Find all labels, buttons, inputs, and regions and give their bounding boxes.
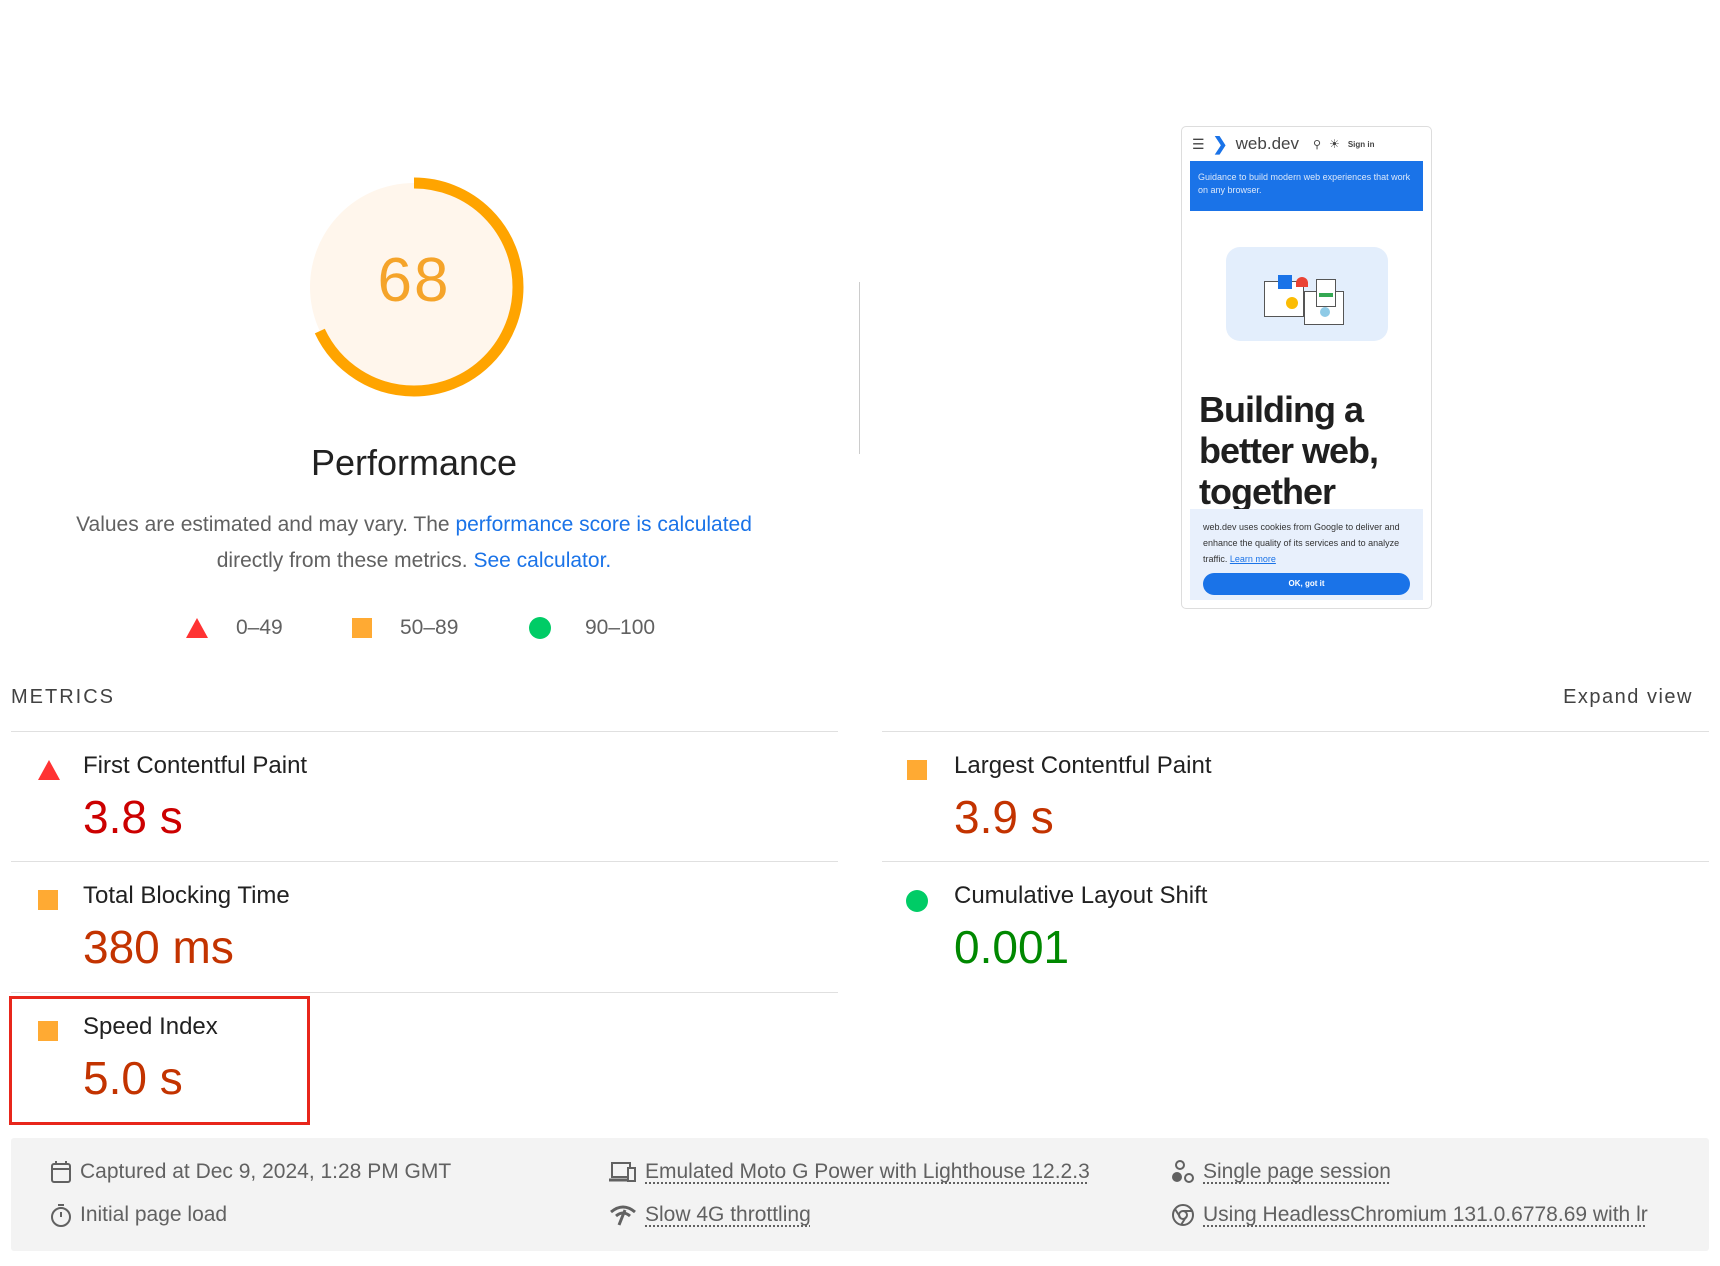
- thumb-heading: Building a better web, together: [1199, 389, 1379, 512]
- gauge-arc: [304, 177, 524, 397]
- ok-got-it-button: OK, got it: [1203, 573, 1410, 595]
- illustration-image: [1225, 247, 1388, 341]
- browser-info: Using HeadlessChromium 131.0.6778.69 wit…: [1171, 1203, 1648, 1227]
- score-calculated-link[interactable]: performance score is calculated: [455, 513, 752, 536]
- metric-total-blocking-time[interactable]: Total Blocking Time 380 ms: [11, 862, 771, 992]
- calendar-icon: [51, 1161, 71, 1183]
- divider: [859, 282, 860, 454]
- metric-value: 5.0 s: [83, 1052, 183, 1104]
- legend-pass: 90–100: [529, 616, 655, 640]
- thumb-nav: ☰ ❯ web.dev ⚲ ☀ Sign in: [1182, 127, 1431, 161]
- metric-speed-index[interactable]: Speed Index 5.0 s: [11, 993, 771, 1123]
- metric-title: Cumulative Layout Shift: [954, 882, 1208, 909]
- legend-label: 0–49: [236, 616, 283, 639]
- thumb-brand: web.dev: [1235, 134, 1299, 153]
- throttling-link[interactable]: Slow 4G throttling: [645, 1203, 811, 1226]
- thumb-cookie-banner: web.dev uses cookies from Google to deli…: [1190, 509, 1423, 600]
- device-emulation: Emulated Moto G Power with Lighthouse 12…: [609, 1160, 1090, 1184]
- search-icon: ⚲: [1312, 138, 1322, 151]
- metrics-header: METRICS: [11, 686, 115, 708]
- description-text: Values are estimated and may vary. The: [76, 513, 456, 536]
- session-link[interactable]: Single page session: [1203, 1160, 1391, 1183]
- expand-view-button[interactable]: Expand view: [1563, 686, 1693, 708]
- network-throttling: Slow 4G throttling: [609, 1203, 811, 1227]
- stopwatch-icon: [51, 1204, 71, 1227]
- divider: [882, 861, 1709, 862]
- metric-title: Largest Contentful Paint: [954, 752, 1212, 779]
- circle-icon: [529, 617, 551, 639]
- menu-icon: ☰: [1192, 135, 1205, 152]
- description-line-1: Values are estimated and may vary. The p…: [0, 513, 828, 537]
- divider: [11, 731, 838, 732]
- performance-score: 68: [377, 246, 451, 315]
- thumb-banner: Guidance to build modern web experiences…: [1190, 161, 1423, 211]
- square-icon: [352, 618, 372, 638]
- metric-title: Total Blocking Time: [83, 882, 290, 909]
- average-square-icon: [38, 890, 58, 910]
- device-link[interactable]: Emulated Moto G Power with Lighthouse 12…: [645, 1160, 1090, 1183]
- page-load-text: Initial page load: [80, 1203, 228, 1226]
- session-type: Single page session: [1171, 1160, 1391, 1184]
- legend-fail: 0–49: [186, 616, 283, 640]
- average-square-icon: [907, 760, 927, 780]
- learn-more-link: Learn more: [1229, 554, 1276, 564]
- theme-icon: ☀: [1329, 137, 1340, 151]
- legend-label: 50–89: [400, 616, 459, 639]
- page-screenshot-thumbnail[interactable]: ☰ ❯ web.dev ⚲ ☀ Sign in Guidance to buil…: [1181, 126, 1432, 609]
- category-title: Performance: [310, 442, 518, 483]
- signal-icon: [610, 1205, 636, 1226]
- metric-value: 0.001: [954, 921, 1070, 973]
- divider: [11, 992, 838, 993]
- session-icon: [1172, 1160, 1194, 1183]
- metric-value: 3.8 s: [83, 791, 183, 843]
- chrome-icon: [1172, 1204, 1194, 1226]
- webdev-logo-icon: ❯: [1212, 133, 1228, 154]
- devices-icon: [609, 1162, 636, 1182]
- see-calculator-link[interactable]: See calculator.: [473, 549, 612, 572]
- metric-title: Speed Index: [83, 1013, 218, 1040]
- thumb-sign-in: Sign in: [1347, 139, 1375, 149]
- cookie-text: web.dev uses cookies from Google to deli…: [1203, 522, 1400, 564]
- highlight-box: [9, 996, 310, 1125]
- triangle-icon: [186, 618, 208, 638]
- metric-value: 3.9 s: [954, 791, 1054, 843]
- captured-text: Captured at Dec 9, 2024, 1:28 PM GMT: [80, 1160, 452, 1183]
- metric-title: First Contentful Paint: [83, 752, 308, 779]
- description-text: directly from these metrics.: [216, 549, 474, 572]
- description-line-2: directly from these metrics. See calcula…: [0, 549, 828, 573]
- page-load: Initial page load: [50, 1203, 227, 1227]
- browser-link[interactable]: Using HeadlessChromium 131.0.6778.69 wit…: [1203, 1203, 1648, 1226]
- metric-largest-contentful-paint[interactable]: Largest Contentful Paint 3.9 s: [882, 732, 1642, 862]
- average-square-icon: [38, 1021, 58, 1041]
- score-gauge: [304, 177, 524, 397]
- divider: [882, 731, 1709, 732]
- runtime-settings-footer: Captured at Dec 9, 2024, 1:28 PM GMT Ini…: [11, 1138, 1709, 1251]
- legend-average: 50–89: [352, 616, 458, 640]
- divider: [11, 861, 838, 862]
- legend-label: 90–100: [585, 616, 656, 639]
- fail-triangle-icon: [38, 760, 60, 780]
- metric-cumulative-layout-shift[interactable]: Cumulative Layout Shift 0.001: [882, 862, 1642, 992]
- captured-at: Captured at Dec 9, 2024, 1:28 PM GMT: [50, 1160, 451, 1184]
- pass-circle-icon: [906, 890, 928, 912]
- metric-value: 380 ms: [83, 921, 234, 973]
- metric-first-contentful-paint[interactable]: First Contentful Paint 3.8 s: [11, 732, 771, 862]
